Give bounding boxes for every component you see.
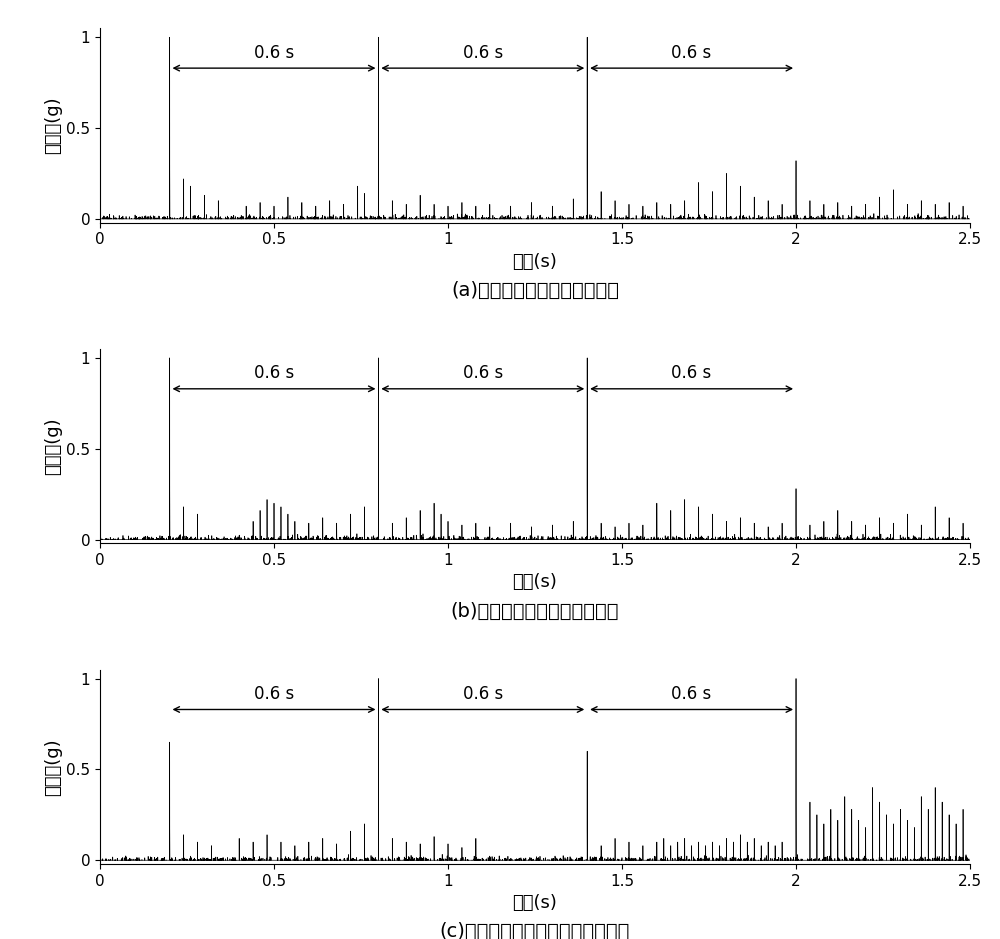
Text: (b)阱宽非对称势诱导随机共振: (b)阱宽非对称势诱导随机共振: [451, 602, 619, 621]
X-axis label: 时间(s): 时间(s): [513, 894, 557, 912]
Y-axis label: 加速度(g): 加速度(g): [44, 97, 62, 154]
Text: 0.6 s: 0.6 s: [463, 44, 503, 62]
Text: (c)阱深阱宽非对称势诱导随机共振: (c)阱深阱宽非对称势诱导随机共振: [440, 922, 630, 939]
X-axis label: 时间(s): 时间(s): [513, 574, 557, 592]
Text: 0.6 s: 0.6 s: [254, 364, 294, 382]
Y-axis label: 加速度(g): 加速度(g): [44, 738, 62, 795]
Text: 0.6 s: 0.6 s: [463, 685, 503, 703]
Text: 0.6 s: 0.6 s: [671, 44, 712, 62]
X-axis label: 时间(s): 时间(s): [513, 253, 557, 270]
Text: 0.6 s: 0.6 s: [254, 44, 294, 62]
Text: 0.6 s: 0.6 s: [254, 685, 294, 703]
Text: 0.6 s: 0.6 s: [463, 364, 503, 382]
Text: 0.6 s: 0.6 s: [671, 364, 712, 382]
Text: 0.6 s: 0.6 s: [671, 685, 712, 703]
Text: (a)阱深非对称势诱导随机共振: (a)阱深非对称势诱导随机共振: [451, 281, 619, 300]
Y-axis label: 加速度(g): 加速度(g): [44, 417, 62, 475]
